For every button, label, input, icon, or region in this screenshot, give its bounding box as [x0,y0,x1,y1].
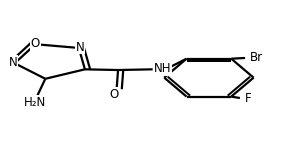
Text: O: O [109,88,118,101]
Text: O: O [31,37,40,50]
Text: NH: NH [154,62,172,75]
Text: H₂N: H₂N [24,96,46,109]
Text: N: N [76,41,85,54]
Text: N: N [9,56,18,69]
Text: Br: Br [250,52,263,65]
Text: F: F [245,92,252,105]
